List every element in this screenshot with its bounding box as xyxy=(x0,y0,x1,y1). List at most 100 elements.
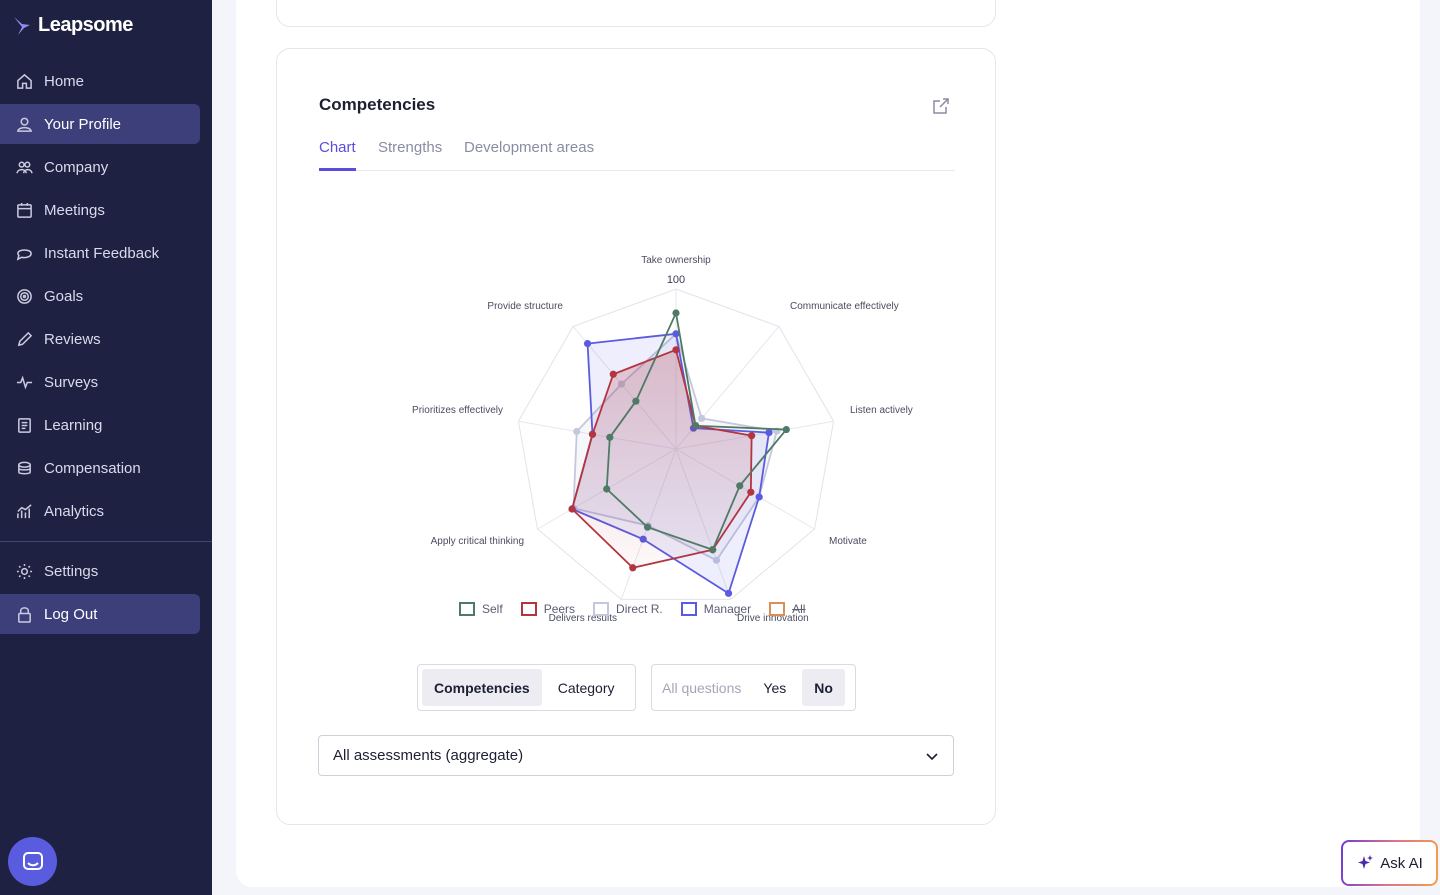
sidebar-item-label: Instant Feedback xyxy=(44,244,160,262)
data-point xyxy=(736,482,744,490)
legend-label: Direct R. xyxy=(616,602,663,616)
axis-label: Take ownership xyxy=(641,255,711,266)
view-toggle-group: Competencies Category xyxy=(417,664,636,711)
ask-ai-button[interactable]: Ask AI xyxy=(1341,840,1438,886)
chat-icon xyxy=(15,244,33,262)
axis-label: Delivers results xyxy=(549,613,617,624)
home-icon xyxy=(15,72,33,90)
sidebar-item-label: Log Out xyxy=(44,605,98,623)
data-point xyxy=(765,429,773,437)
sidebar-item-company[interactable]: Company xyxy=(0,147,200,187)
sidebar-divider xyxy=(0,541,212,542)
legend-manager[interactable]: Manager xyxy=(680,602,752,616)
tab-development-areas[interactable]: Development areas xyxy=(464,139,595,156)
legend-peers[interactable]: Peers xyxy=(520,602,575,616)
data-point xyxy=(573,427,581,436)
competencies-radar-chart: 100 Take ownership Communicate effectively… xyxy=(412,255,913,624)
competencies-card: Competencies Chart Strengths Development… xyxy=(276,48,996,825)
data-point xyxy=(782,425,790,434)
toggle-no[interactable]: No xyxy=(802,669,845,706)
legend-swatch xyxy=(769,602,786,616)
card-tabs: Chart Strengths Development areas xyxy=(319,137,955,171)
data-point xyxy=(698,414,706,422)
sidebar-item-compensation[interactable]: Compensation xyxy=(0,448,200,488)
axis-label: Listen actively xyxy=(850,405,913,416)
sidebar-item-label: Home xyxy=(44,72,85,90)
toggle-category[interactable]: Category xyxy=(557,679,615,696)
pencil-icon xyxy=(15,330,33,348)
sidebar-item-goals[interactable]: Goals xyxy=(0,276,200,316)
sidebar-item-label: Goals xyxy=(44,287,84,305)
sidebar-item-settings[interactable]: Settings xyxy=(0,551,200,591)
ask-ai-label: Ask AI xyxy=(1380,854,1423,872)
legend-swatch xyxy=(520,602,537,616)
sidebar-item-surveys[interactable]: Surveys xyxy=(0,362,200,402)
data-point xyxy=(712,556,721,564)
axis-label: Communicate effectively xyxy=(790,301,899,312)
sidebar-item-reviews[interactable]: Reviews xyxy=(0,319,200,359)
axis-label: Prioritizes effectively xyxy=(412,405,503,416)
data-point xyxy=(629,564,637,572)
data-point xyxy=(724,589,733,597)
data-point xyxy=(748,432,756,440)
data-point xyxy=(691,422,700,430)
users-icon xyxy=(15,158,33,176)
pulse-icon xyxy=(15,373,33,391)
data-point xyxy=(643,523,652,531)
data-point xyxy=(568,505,576,513)
sidebar-item-log-out[interactable]: Log Out xyxy=(0,594,200,634)
chevron-down-icon xyxy=(926,752,938,760)
sidebar-item-meetings[interactable]: Meetings xyxy=(0,190,200,230)
axis-label: Provide structure xyxy=(487,301,563,312)
axis-label: Apply critical thinking xyxy=(431,536,524,547)
radar-grid xyxy=(517,288,835,600)
sparkle-icon xyxy=(1358,855,1374,869)
sidebar-item-your-profile[interactable]: Your Profile xyxy=(0,104,200,144)
data-point xyxy=(606,433,614,441)
series-line-self xyxy=(605,312,788,551)
sidebar-item-instant-feedback[interactable]: Instant Feedback xyxy=(0,233,200,273)
legend-label: Manager xyxy=(703,602,752,616)
sidebar-item-label: Company xyxy=(44,158,109,176)
leapsome-logo[interactable]: Leapsome xyxy=(12,14,133,37)
chat-support-icon xyxy=(22,851,43,870)
sidebar-item-label: Reviews xyxy=(44,330,101,348)
legend-direct-reports[interactable]: Direct R. xyxy=(593,602,663,616)
data-point xyxy=(632,397,640,405)
app-name: Leapsome xyxy=(38,14,133,36)
chart-icon xyxy=(15,502,33,520)
data-point xyxy=(672,346,680,354)
sidebar-item-analytics[interactable]: Analytics xyxy=(0,491,200,531)
legend-label: Self xyxy=(482,602,503,616)
assessment-select[interactable]: All assessments (aggregate) xyxy=(318,735,954,776)
external-link-icon[interactable] xyxy=(932,97,950,115)
toggle-yes[interactable]: Yes xyxy=(763,679,787,696)
axis-label: Drive innovation xyxy=(737,613,809,624)
sidebar-item-label: Your Profile xyxy=(44,115,121,133)
tab-chart[interactable]: Chart xyxy=(319,139,356,171)
data-point xyxy=(709,546,717,554)
data-point xyxy=(588,430,597,438)
card-title: Competencies xyxy=(319,95,436,114)
legend-all[interactable]: All xyxy=(769,602,805,616)
user-icon xyxy=(15,115,33,133)
target-icon xyxy=(15,287,33,305)
tab-strengths[interactable]: Strengths xyxy=(378,139,443,156)
axis-label: Motivate xyxy=(829,536,867,547)
data-point xyxy=(755,493,763,501)
sidebar-item-label: Settings xyxy=(44,562,99,580)
main-content: Competencies Chart Strengths Development… xyxy=(236,0,1420,887)
leapsome-bird-icon xyxy=(14,16,30,35)
calendar-icon xyxy=(15,201,33,219)
data-point xyxy=(583,339,592,348)
series-line-peers xyxy=(571,348,753,569)
book-icon xyxy=(15,416,33,434)
sidebar-item-learning[interactable]: Learning xyxy=(0,405,200,445)
toggle-competencies[interactable]: Competencies xyxy=(422,669,542,706)
toggle-all-questions[interactable]: All questions xyxy=(662,679,742,696)
sidebar-item-label: Meetings xyxy=(44,201,105,219)
legend-self[interactable]: Self xyxy=(459,602,503,616)
support-chat-button[interactable] xyxy=(8,837,57,886)
sidebar-item-home[interactable]: Home xyxy=(0,61,200,101)
legend-swatch xyxy=(680,602,697,616)
